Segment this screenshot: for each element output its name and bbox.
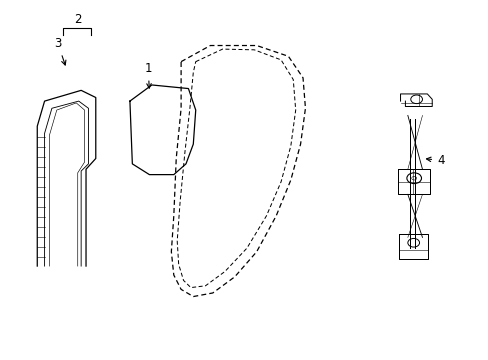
Text: 4: 4 — [426, 154, 444, 167]
Text: 3: 3 — [54, 37, 66, 65]
Text: 1: 1 — [144, 62, 152, 88]
Text: 2: 2 — [74, 13, 81, 26]
